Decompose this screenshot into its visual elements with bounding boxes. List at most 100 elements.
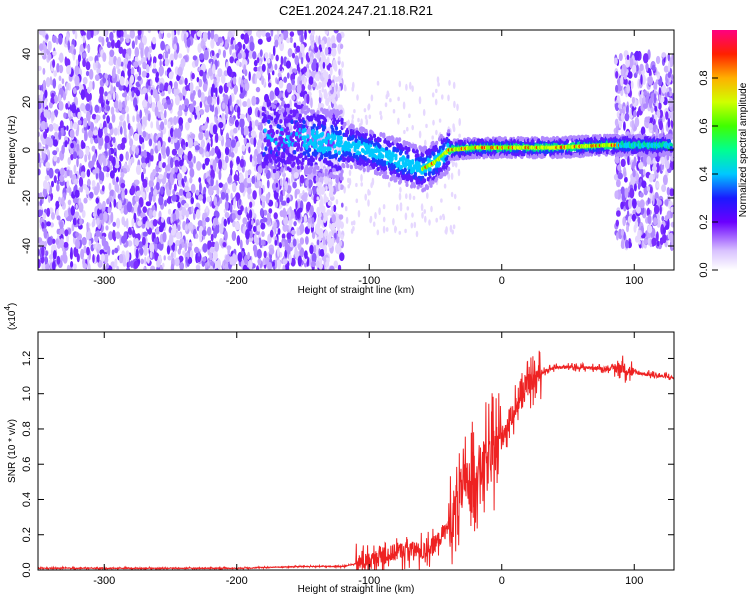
noise-speck xyxy=(403,129,406,135)
noise-speck xyxy=(188,241,193,248)
noise-speck xyxy=(121,235,127,244)
noise-speck xyxy=(238,198,242,206)
noise-speck xyxy=(66,33,70,42)
noise-speck xyxy=(299,174,305,184)
noise-speck xyxy=(173,250,177,259)
noise-speck xyxy=(126,63,131,70)
noise-speck xyxy=(237,209,243,216)
ridge-cell xyxy=(340,169,344,174)
noise-speck xyxy=(239,158,245,168)
noise-speck xyxy=(226,245,232,251)
noise-speck xyxy=(142,61,147,70)
noise-speck xyxy=(107,206,112,214)
noise-speck xyxy=(411,212,414,218)
noise-speck xyxy=(638,162,644,170)
noise-speck xyxy=(262,217,268,223)
noise-speck xyxy=(197,162,202,169)
noise-speck xyxy=(620,201,624,210)
noise-speck xyxy=(641,180,647,189)
ridge-cell xyxy=(307,107,311,113)
noise-speck xyxy=(333,260,339,269)
noise-speck xyxy=(160,104,165,112)
noise-speck xyxy=(92,254,95,263)
ridge-cell xyxy=(299,147,303,152)
noise-speck xyxy=(270,30,274,37)
noise-speck xyxy=(216,258,221,270)
noise-speck xyxy=(89,69,94,80)
noise-speck xyxy=(323,212,328,218)
noise-speck xyxy=(130,67,135,76)
noise-speck xyxy=(179,262,185,270)
noise-speck xyxy=(142,231,148,237)
ridge-cell xyxy=(278,105,282,110)
noise-speck xyxy=(137,122,142,134)
noise-speck xyxy=(406,126,409,132)
noise-speck xyxy=(284,181,289,192)
noise-speck xyxy=(237,52,242,60)
noise-speck xyxy=(98,202,103,210)
ridge-cell xyxy=(324,136,328,141)
noise-speck xyxy=(202,82,208,92)
noise-speck xyxy=(243,136,247,145)
noise-speck xyxy=(252,225,257,233)
noise-speck xyxy=(125,38,130,44)
noise-speck xyxy=(243,33,250,45)
noise-speck xyxy=(453,100,456,109)
ridge-cell xyxy=(288,167,292,173)
noise-speck xyxy=(306,93,310,105)
ridge-cell xyxy=(349,164,353,170)
ridge-cell xyxy=(318,120,322,126)
noise-speck xyxy=(41,246,45,257)
noise-speck xyxy=(39,198,43,207)
noise-speck xyxy=(385,227,389,232)
noise-speck xyxy=(205,205,209,213)
noise-speck xyxy=(225,155,229,164)
noise-speck xyxy=(158,173,164,180)
ridge-cell xyxy=(311,109,315,114)
noise-speck xyxy=(74,211,80,217)
noise-speck xyxy=(656,182,660,189)
noise-speck xyxy=(108,149,112,157)
noise-speck xyxy=(109,170,115,179)
noise-speck xyxy=(166,99,171,105)
noise-speck xyxy=(97,63,101,69)
noise-speck xyxy=(126,201,133,213)
noise-speck xyxy=(218,121,224,129)
ridge-cell xyxy=(306,134,310,139)
noise-speck xyxy=(135,164,142,175)
noise-speck xyxy=(84,154,88,163)
noise-speck xyxy=(181,103,185,111)
noise-speck xyxy=(125,218,129,229)
noise-speck xyxy=(308,76,314,86)
noise-speck xyxy=(88,240,92,247)
noise-speck xyxy=(412,195,416,200)
noise-speck xyxy=(274,63,278,71)
ridge-cell xyxy=(271,131,276,136)
noise-speck xyxy=(58,101,64,111)
noise-speck xyxy=(139,133,142,144)
noise-speck xyxy=(324,47,329,56)
noise-speck xyxy=(142,216,146,225)
ridge-cell xyxy=(296,165,301,170)
noise-speck xyxy=(256,153,262,165)
noise-speck xyxy=(48,101,53,109)
noise-speck xyxy=(257,125,261,130)
noise-speck xyxy=(75,59,79,66)
noise-speck xyxy=(96,254,100,263)
ridge-cell xyxy=(304,155,308,160)
noise-speck xyxy=(321,186,325,195)
noise-speck xyxy=(671,74,674,81)
noise-speck xyxy=(308,179,313,188)
noise-speck xyxy=(233,198,236,210)
ridge-cell xyxy=(315,130,319,135)
noise-speck xyxy=(164,109,167,119)
noise-speck xyxy=(85,229,91,241)
noise-speck xyxy=(275,54,279,62)
noise-speck xyxy=(275,182,278,188)
noise-speck xyxy=(271,182,277,191)
ridge-cell xyxy=(324,168,328,174)
noise-speck xyxy=(83,117,88,128)
noise-speck xyxy=(300,33,304,44)
noise-speck xyxy=(110,261,116,268)
noise-speck xyxy=(75,238,80,250)
